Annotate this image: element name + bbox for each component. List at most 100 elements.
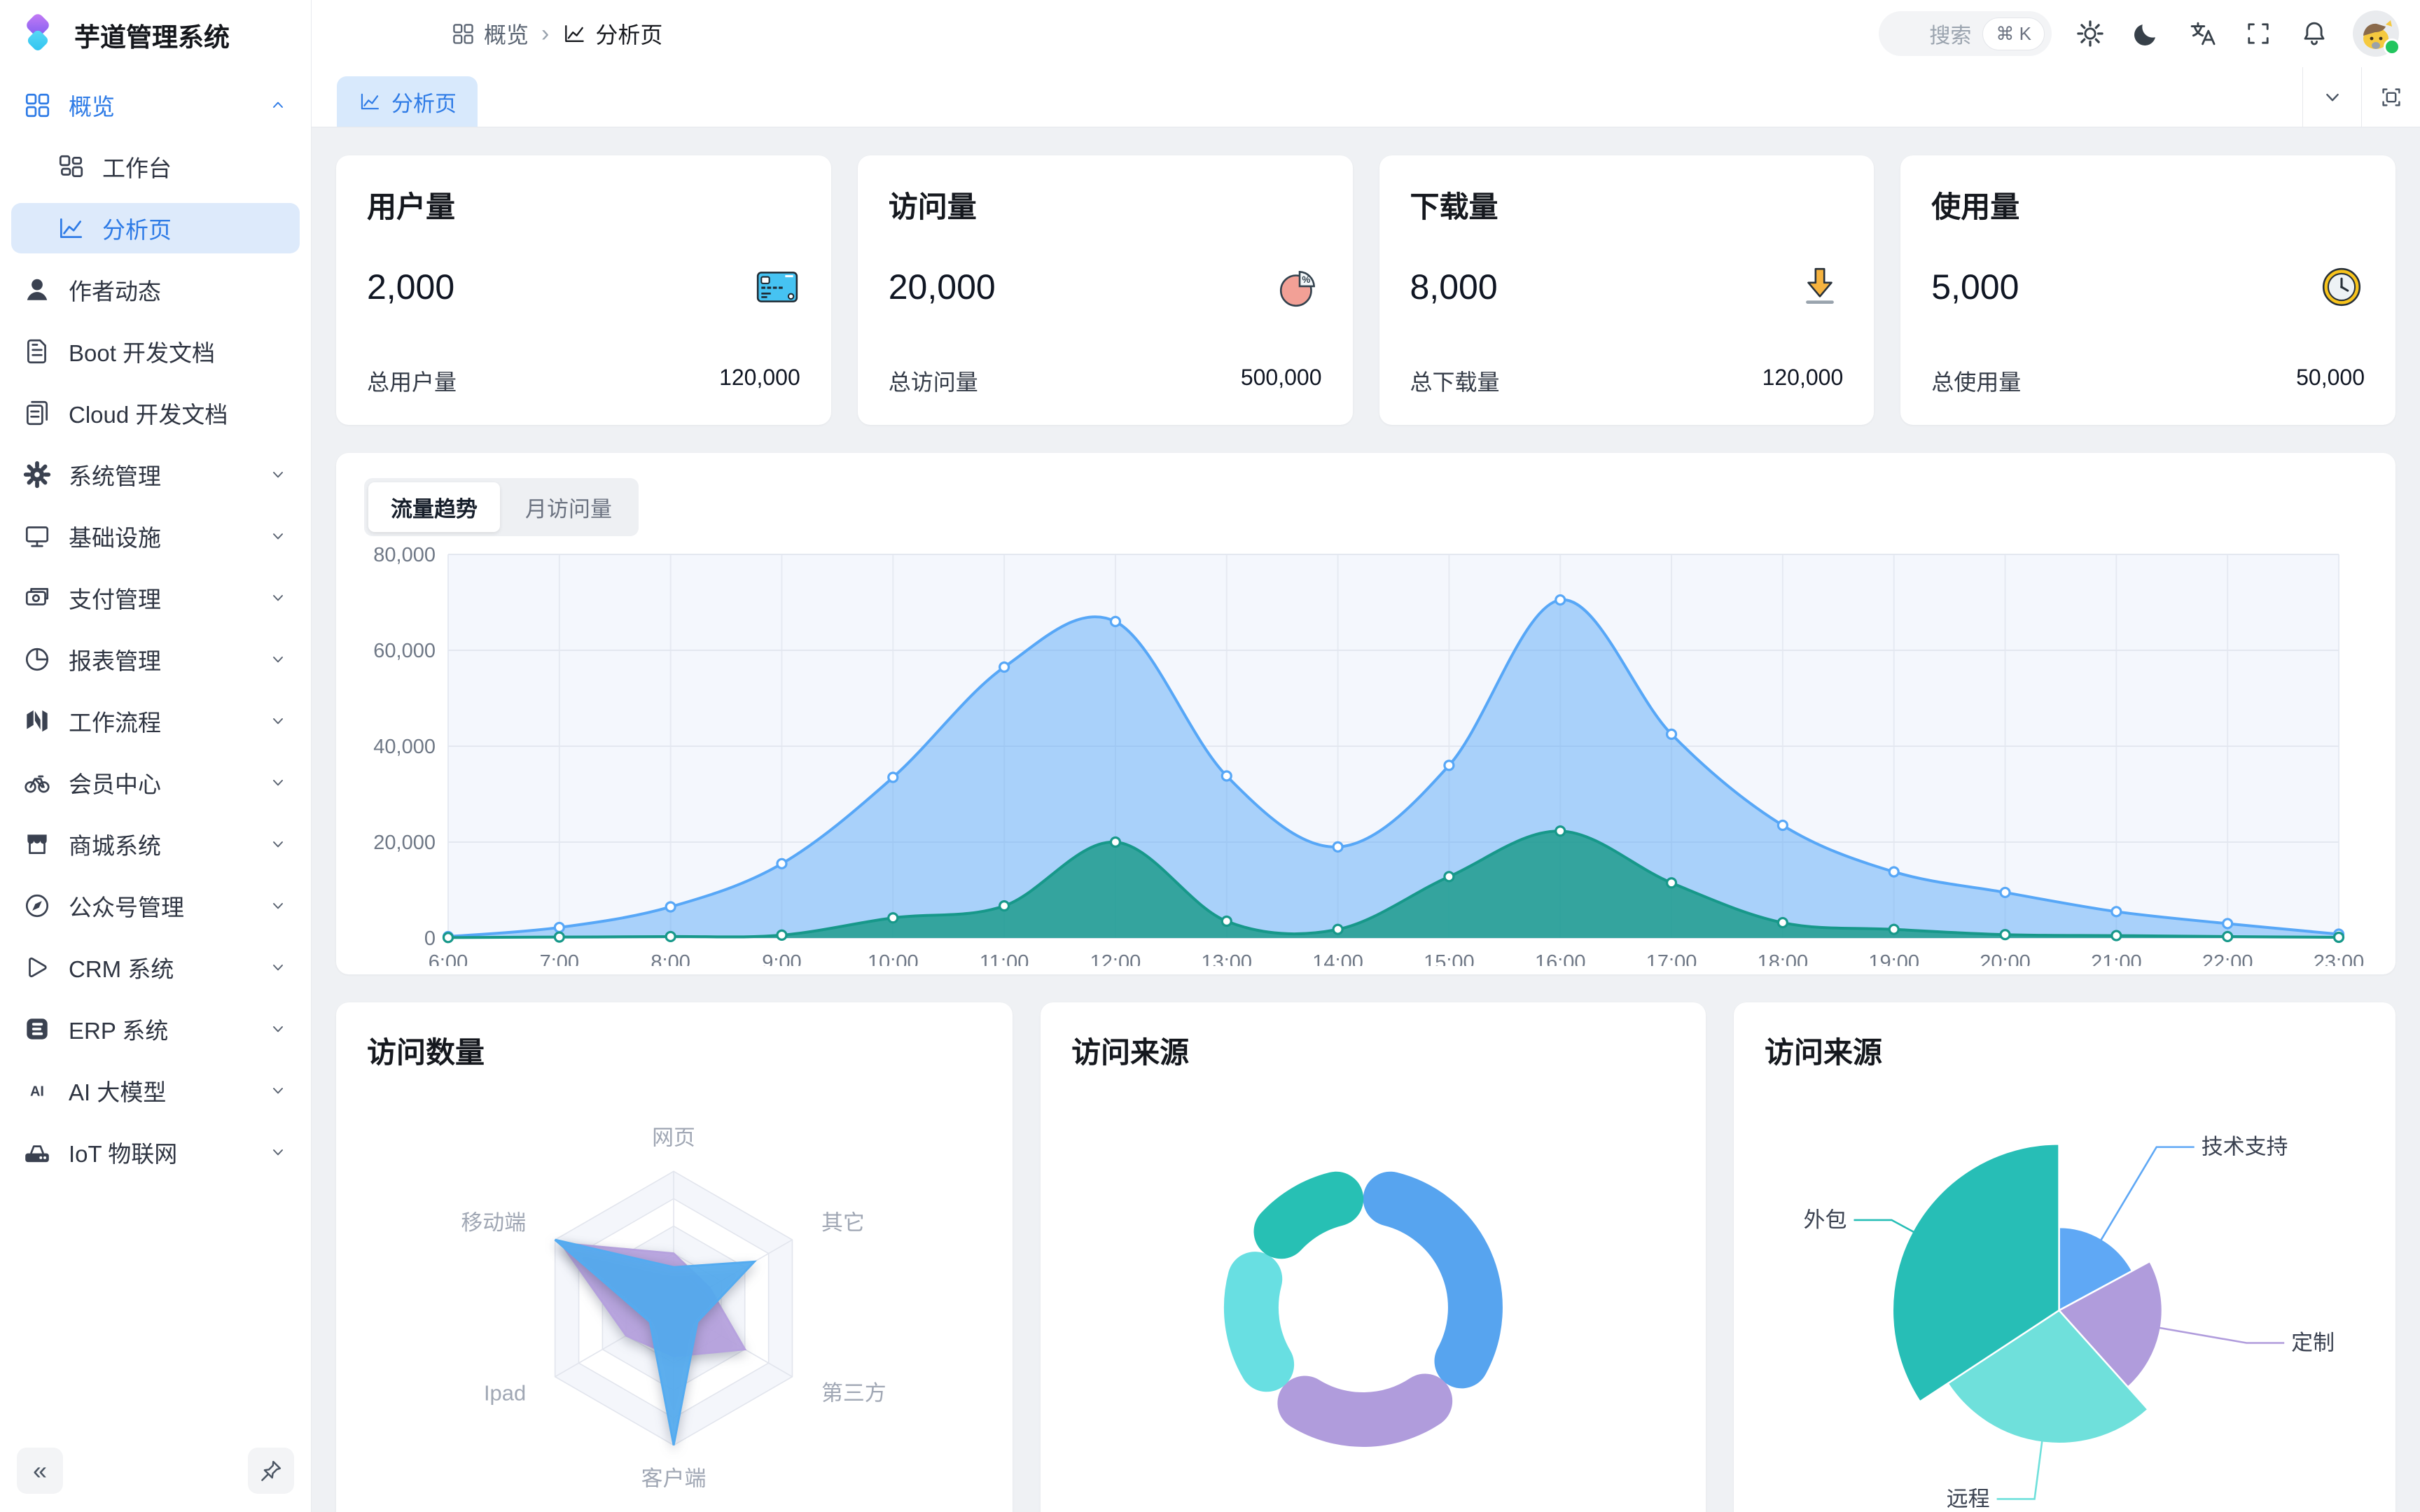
- stat-card-0: 用户量 2,000 总用户量 120,000: [336, 155, 831, 425]
- trend-tab-1[interactable]: 月访问量: [503, 482, 634, 532]
- user-icon: [22, 275, 52, 304]
- bicycle-icon: [22, 768, 52, 797]
- svg-text:移动端: 移动端: [461, 1210, 526, 1235]
- chart-icon: [56, 214, 85, 243]
- grid-icon: [450, 21, 475, 46]
- trend-tab-0[interactable]: 流量趋势: [368, 482, 500, 532]
- expand-icon: [2378, 84, 2405, 111]
- sidebar-item-3[interactable]: Cloud 开发文档: [11, 388, 300, 438]
- tabs-dropdown-button[interactable]: [2302, 67, 2361, 127]
- grid-icon: [22, 90, 52, 120]
- traffic-trend-chart: 6:00 7:00 8:00 9:00 10:00 11:00 12:00 13:00 14:0…: [373, 546, 2364, 966]
- stat-cards-row: 用户量 2,000 总用户量 120,000 访问量 20,000% 总访问量 500,000…: [336, 155, 2395, 425]
- app-title: 芋道管理系统: [74, 23, 230, 52]
- sidebar-item-10[interactable]: 商城系统: [11, 819, 300, 869]
- chevron-down-icon: [267, 895, 288, 916]
- locale-button[interactable]: [2182, 13, 2223, 54]
- svg-text:6:00: 6:00: [429, 951, 468, 966]
- breadcrumb: 概览 › 分析页: [450, 18, 662, 50]
- svg-text:外包: 外包: [1804, 1208, 1847, 1232]
- fullscreen-button[interactable]: [2238, 13, 2279, 54]
- header: 概览 › 分析页 搜索 ⌘ K: [312, 0, 2420, 67]
- pin-icon: [258, 1457, 284, 1484]
- svg-text:远程: 远程: [1947, 1486, 1990, 1511]
- sidebar-item-15[interactable]: IoT 物联网: [11, 1127, 300, 1177]
- tab-actions: [2302, 67, 2420, 127]
- breadcrumb-item-0[interactable]: 概览: [450, 18, 529, 50]
- sidebar-item-8[interactable]: 工作流程: [11, 696, 300, 746]
- search-input[interactable]: 搜索 ⌘ K: [1879, 11, 2052, 56]
- theme-toggle-button[interactable]: [2126, 13, 2167, 54]
- collapse-sidebar-button[interactable]: «: [17, 1448, 63, 1494]
- visit-source-donut-chart: [1224, 1171, 1503, 1447]
- stat-card-value: 8,000: [1410, 267, 1498, 307]
- chart-icon: [562, 21, 587, 46]
- pin-sidebar-button[interactable]: [248, 1448, 294, 1494]
- sidebar-item-0[interactable]: 概览: [11, 80, 300, 130]
- sidebar-item-11[interactable]: 公众号管理: [11, 881, 300, 931]
- logo[interactable]: 芋道管理系统: [0, 0, 311, 70]
- sidebar-item-1[interactable]: 作者动态: [11, 265, 300, 315]
- sidebar-subitem-0-0[interactable]: 工作台: [11, 141, 300, 192]
- gear-filled-icon: [22, 460, 52, 489]
- main-content: 用户量 2,000 总用户量 120,000 访问量 20,000% 总访问量 500,000…: [312, 127, 2420, 1512]
- content-fullscreen-button[interactable]: [2361, 67, 2420, 127]
- sidebar-menu: 概览工作台分析页作者动态 Boot 开发文档 Cloud 开发文档 系统管理基础设施支…: [0, 70, 311, 1435]
- stat-card-1: 访问量 20,000% 总访问量 500,000: [857, 155, 1353, 425]
- chevron-down-icon: [267, 957, 288, 978]
- online-status-dot: [2384, 38, 2400, 55]
- dashboard-icon: [56, 152, 85, 181]
- sidebar-item-12[interactable]: CRM 系统: [11, 942, 300, 993]
- svg-text:0: 0: [424, 927, 436, 950]
- notifications-button[interactable]: [2294, 13, 2335, 54]
- stat-card-title: 使用量: [1931, 190, 2020, 223]
- sidebar-item-4[interactable]: 系统管理: [11, 449, 300, 500]
- documents-icon: [22, 398, 52, 428]
- svg-text:14:00: 14:00: [1312, 951, 1363, 966]
- refresh-icon: [396, 18, 427, 49]
- svg-text:10:00: 10:00: [868, 951, 919, 966]
- hamburger-menu-button[interactable]: [333, 13, 373, 54]
- svg-text:%: %: [1302, 274, 1310, 285]
- svg-text:20:00: 20:00: [1980, 951, 2031, 966]
- tab-analysis[interactable]: 分析页: [337, 76, 478, 127]
- svg-text:AI: AI: [30, 1084, 44, 1099]
- svg-text:22:00: 22:00: [2202, 951, 2253, 966]
- pie-outline-icon: [22, 645, 52, 674]
- sidebar: 芋道管理系统 概览工作台分析页作者动态 Boot 开发文档 Cloud 开发文档 系统…: [0, 0, 312, 1512]
- svg-text:17:00: 17:00: [1646, 951, 1697, 966]
- sidebar-item-label: 报表管理: [69, 648, 161, 674]
- stat-card-total-value: 500,000: [1240, 365, 1322, 390]
- header-actions: [2070, 13, 2335, 54]
- sidebar-item-7[interactable]: 报表管理: [11, 634, 300, 685]
- sidebar-item-13[interactable]: ERP 系统: [11, 1004, 300, 1054]
- svg-text:定制: 定制: [2291, 1331, 2335, 1355]
- trend-tabs: 流量趋势 月访问量: [364, 478, 639, 536]
- sidebar-item-5[interactable]: 基础设施: [11, 511, 300, 561]
- stat-card-total-label: 总用户量: [367, 370, 457, 395]
- chevron-up-icon: [267, 94, 288, 115]
- tabbar: 分析页: [312, 67, 2420, 127]
- sidebar-item-14[interactable]: AI AI 大模型: [11, 1065, 300, 1116]
- card-title: 访问来源: [1071, 1036, 1190, 1069]
- sidebar-subitem-0-1[interactable]: 分析页: [11, 203, 300, 253]
- sidebar-item-label: 支付管理: [69, 587, 161, 612]
- sidebar-item-6[interactable]: 支付管理: [11, 573, 300, 623]
- sidebar-item-label: 基础设施: [69, 525, 161, 551]
- sidebar-item-2[interactable]: Boot 开发文档: [11, 326, 300, 377]
- svg-text:7:00: 7:00: [540, 951, 579, 966]
- chevron-down-icon: [267, 526, 288, 547]
- breadcrumb-item-1[interactable]: 分析页: [562, 18, 662, 50]
- stat-card-value: 20,000: [888, 267, 996, 307]
- refresh-button[interactable]: [391, 13, 432, 54]
- traffic-trend-card: 流量趋势 月访问量 6:00 7:00 8:00 9:00 10:00 11:00 12:00…: [336, 453, 2395, 974]
- avatar[interactable]: [2353, 10, 2400, 57]
- sidebar-item-label: 会员中心: [69, 771, 161, 797]
- sidebar-item-9[interactable]: 会员中心: [11, 757, 300, 808]
- svg-text:Ipad: Ipad: [484, 1381, 526, 1406]
- search-icon: [1894, 22, 1918, 46]
- settings-button[interactable]: [2070, 13, 2110, 54]
- hamburger-icon: [338, 18, 368, 49]
